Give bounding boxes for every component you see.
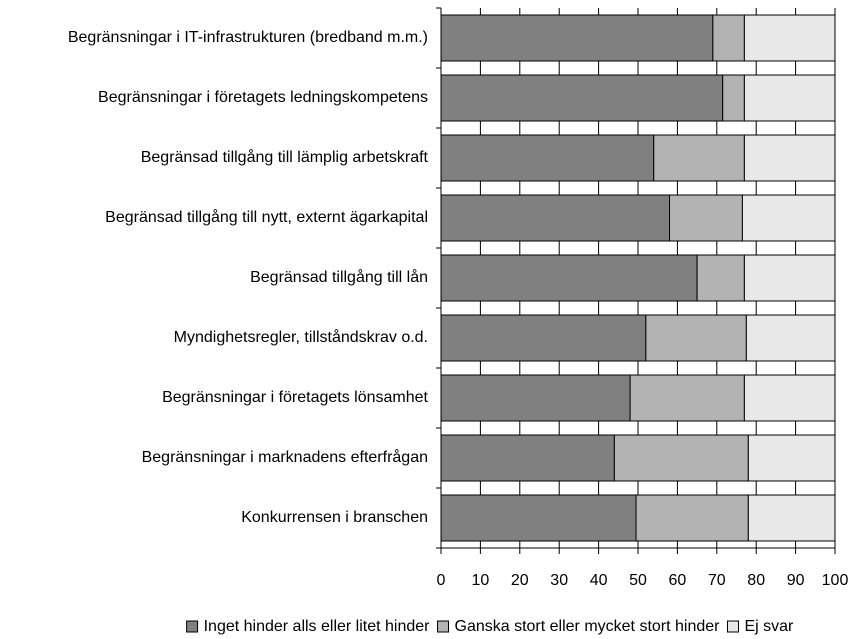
y-tick-label: Begränsningar i företagets lönsamhet	[162, 389, 428, 406]
bar-segment	[629, 374, 745, 422]
bar-segment	[743, 254, 836, 302]
x-tick-label: 50	[629, 572, 647, 589]
x-tick-label: 10	[472, 572, 490, 589]
bar-segment	[440, 194, 671, 242]
x-tick-label: 30	[550, 572, 568, 589]
x-tick-label: 80	[747, 572, 765, 589]
bar-segment	[712, 14, 745, 62]
bar-segment	[747, 434, 836, 482]
legend-label: Ej svar	[744, 618, 794, 635]
y-tick-label: Begränsningar i marknadens efterfrågan	[142, 448, 428, 466]
bar-segment	[653, 134, 745, 182]
y-tick-label: Begränsad tillgång till lämplig arbetskr…	[141, 148, 429, 166]
x-tick-label: 0	[437, 572, 446, 589]
bar-segment	[440, 254, 698, 302]
bar-segment	[440, 74, 724, 122]
x-tick-label: 40	[590, 572, 608, 589]
x-tick-label: 20	[511, 572, 529, 589]
x-tick-label: 90	[787, 572, 805, 589]
x-tick-label: 60	[669, 572, 687, 589]
bar-segment	[743, 374, 836, 422]
bar-segment	[440, 134, 655, 182]
bar-segment	[635, 494, 749, 542]
legend-label: Inget hinder alls eller litet hinder	[204, 618, 431, 635]
bar-segment	[440, 14, 714, 62]
legend-swatch	[437, 620, 450, 633]
legend-label: Ganska stort eller mycket stort hinder	[455, 618, 721, 635]
bar-segment	[696, 254, 745, 302]
y-tick-label: Begränsad tillgång till lån	[250, 268, 428, 286]
bar-segment	[613, 434, 749, 482]
bar-segment	[745, 314, 836, 362]
y-tick-label: Begränsningar i IT-infrastrukturen (bred…	[68, 29, 428, 46]
x-tick-label: 100	[822, 572, 849, 589]
bar-segment	[669, 194, 743, 242]
bar-segment	[741, 194, 836, 242]
y-tick-label: Konkurrensen i branschen	[241, 509, 428, 526]
bar-segment	[645, 314, 747, 362]
legend-swatch	[726, 620, 739, 633]
bar-segment	[743, 74, 836, 122]
bar-segment	[747, 494, 836, 542]
y-tick-label: Begränsningar i företagets ledningskompe…	[98, 89, 428, 106]
bar-segment	[440, 434, 615, 482]
x-tick-label: 70	[708, 572, 726, 589]
bar-segment	[440, 314, 647, 362]
bar-segment	[743, 134, 836, 182]
bar-segment	[440, 494, 637, 542]
bar-segment	[743, 14, 836, 62]
y-tick-label: Begränsad tillgång till nytt, externt äg…	[105, 208, 428, 226]
y-tick-label: Myndighetsregler, tillståndskrav o.d.	[174, 328, 428, 346]
legend-swatch	[186, 620, 199, 633]
bar-segment	[722, 74, 745, 122]
bar-segment	[440, 374, 631, 422]
